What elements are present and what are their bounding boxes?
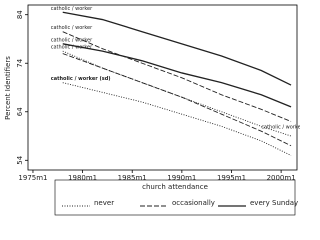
x-tick-label: 1995m1 bbox=[217, 174, 246, 182]
x-tick-label: 1985m1 bbox=[118, 174, 147, 182]
series-line bbox=[62, 43, 292, 108]
line-label: catholic / worker bbox=[51, 6, 93, 12]
legend-label: never bbox=[94, 199, 114, 207]
y-tick-label: 64 bbox=[16, 107, 24, 116]
x-tick-label: 2000m1 bbox=[267, 174, 296, 182]
series-line bbox=[62, 50, 292, 137]
x-tick-label: 1990m1 bbox=[167, 174, 196, 182]
y-tick-label: 84 bbox=[16, 10, 24, 19]
legend-label: every Sunday bbox=[250, 199, 298, 207]
series-line bbox=[62, 31, 292, 122]
series-line bbox=[62, 11, 292, 86]
legend-label: occasionally bbox=[172, 199, 215, 207]
legend-title: church attendance bbox=[142, 183, 208, 191]
line-label: catholic / worker bbox=[261, 125, 300, 131]
x-tick-label: 1980m1 bbox=[68, 174, 97, 182]
x-tick-label: 1975m1 bbox=[18, 174, 47, 182]
y-axis-label: Percent Identifiers bbox=[4, 56, 12, 120]
series-line bbox=[62, 82, 292, 156]
y-tick-label: 74 bbox=[16, 58, 24, 67]
legend-box bbox=[54, 179, 296, 216]
line-label: catholic / worker bbox=[51, 37, 93, 43]
plot-frame bbox=[27, 4, 298, 171]
line-label: catholic / worker bbox=[51, 25, 93, 31]
chart: Percent Identifiers 54 64 74 84 1975m1 1980m1… bbox=[4, 4, 304, 216]
line-label: catholic / worker (sd) bbox=[51, 76, 111, 82]
y-tick-label: 54 bbox=[16, 155, 24, 164]
line-label: catholic / worker bbox=[51, 45, 93, 51]
